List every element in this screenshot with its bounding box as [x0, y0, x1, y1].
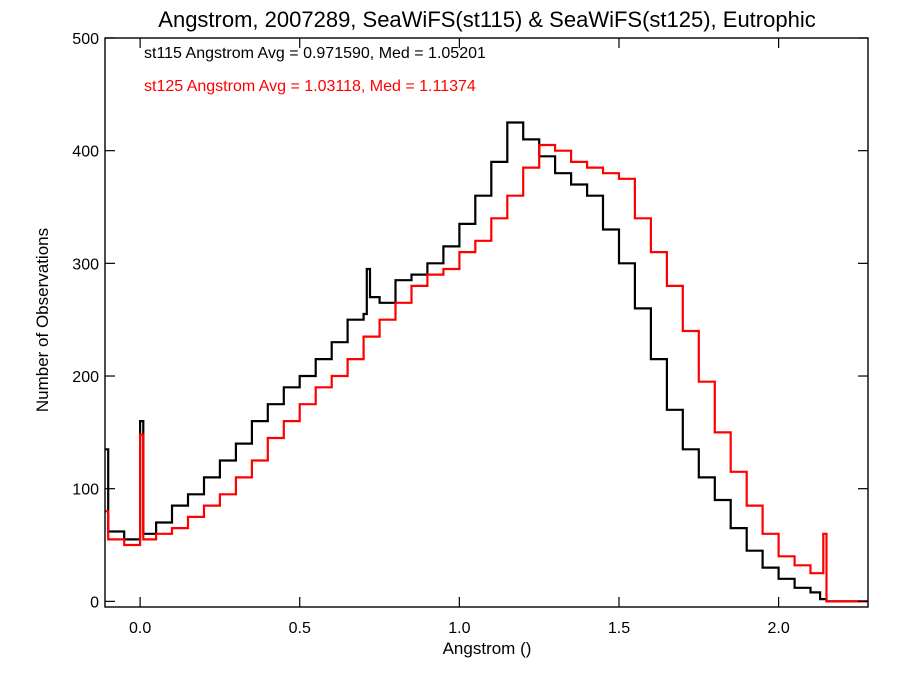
x-tick-label: 1.5	[608, 620, 630, 637]
y-tick-label: 400	[72, 144, 99, 161]
series-line-1	[105, 143, 868, 603]
y-tick-label: 300	[72, 256, 99, 273]
plot-frame	[104, 37, 869, 608]
series-layer	[105, 121, 868, 603]
chart-title: Angstrom, 2007289, SeaWiFS(st115) & SeaW…	[158, 7, 815, 32]
y-tick-label: 0	[90, 594, 99, 611]
x-tick-label: 2.0	[767, 620, 789, 637]
tick-labels-layer: 0.0 0.5 1.0 1.5 2.0 0 100 200 300 400 500	[72, 31, 790, 637]
y-tick-label: 100	[72, 482, 99, 499]
x-tick-label: 0.0	[129, 620, 151, 637]
x-tick-label: 0.5	[289, 620, 311, 637]
x-tick-label: 1.0	[448, 620, 470, 637]
y-tick-label: 200	[72, 369, 99, 386]
series-line-0	[105, 121, 868, 603]
annotation-st115: st115 Angstrom Avg = 0.971590, Med = 1.0…	[144, 45, 486, 62]
x-axis-label: Angstrom ()	[443, 639, 532, 658]
annotation-st125: st125 Angstrom Avg = 1.03118, Med = 1.11…	[144, 78, 476, 95]
ticks-layer	[105, 37, 868, 607]
y-axis-label: Number of Observations	[33, 228, 52, 412]
y-tick-label: 500	[72, 31, 99, 48]
